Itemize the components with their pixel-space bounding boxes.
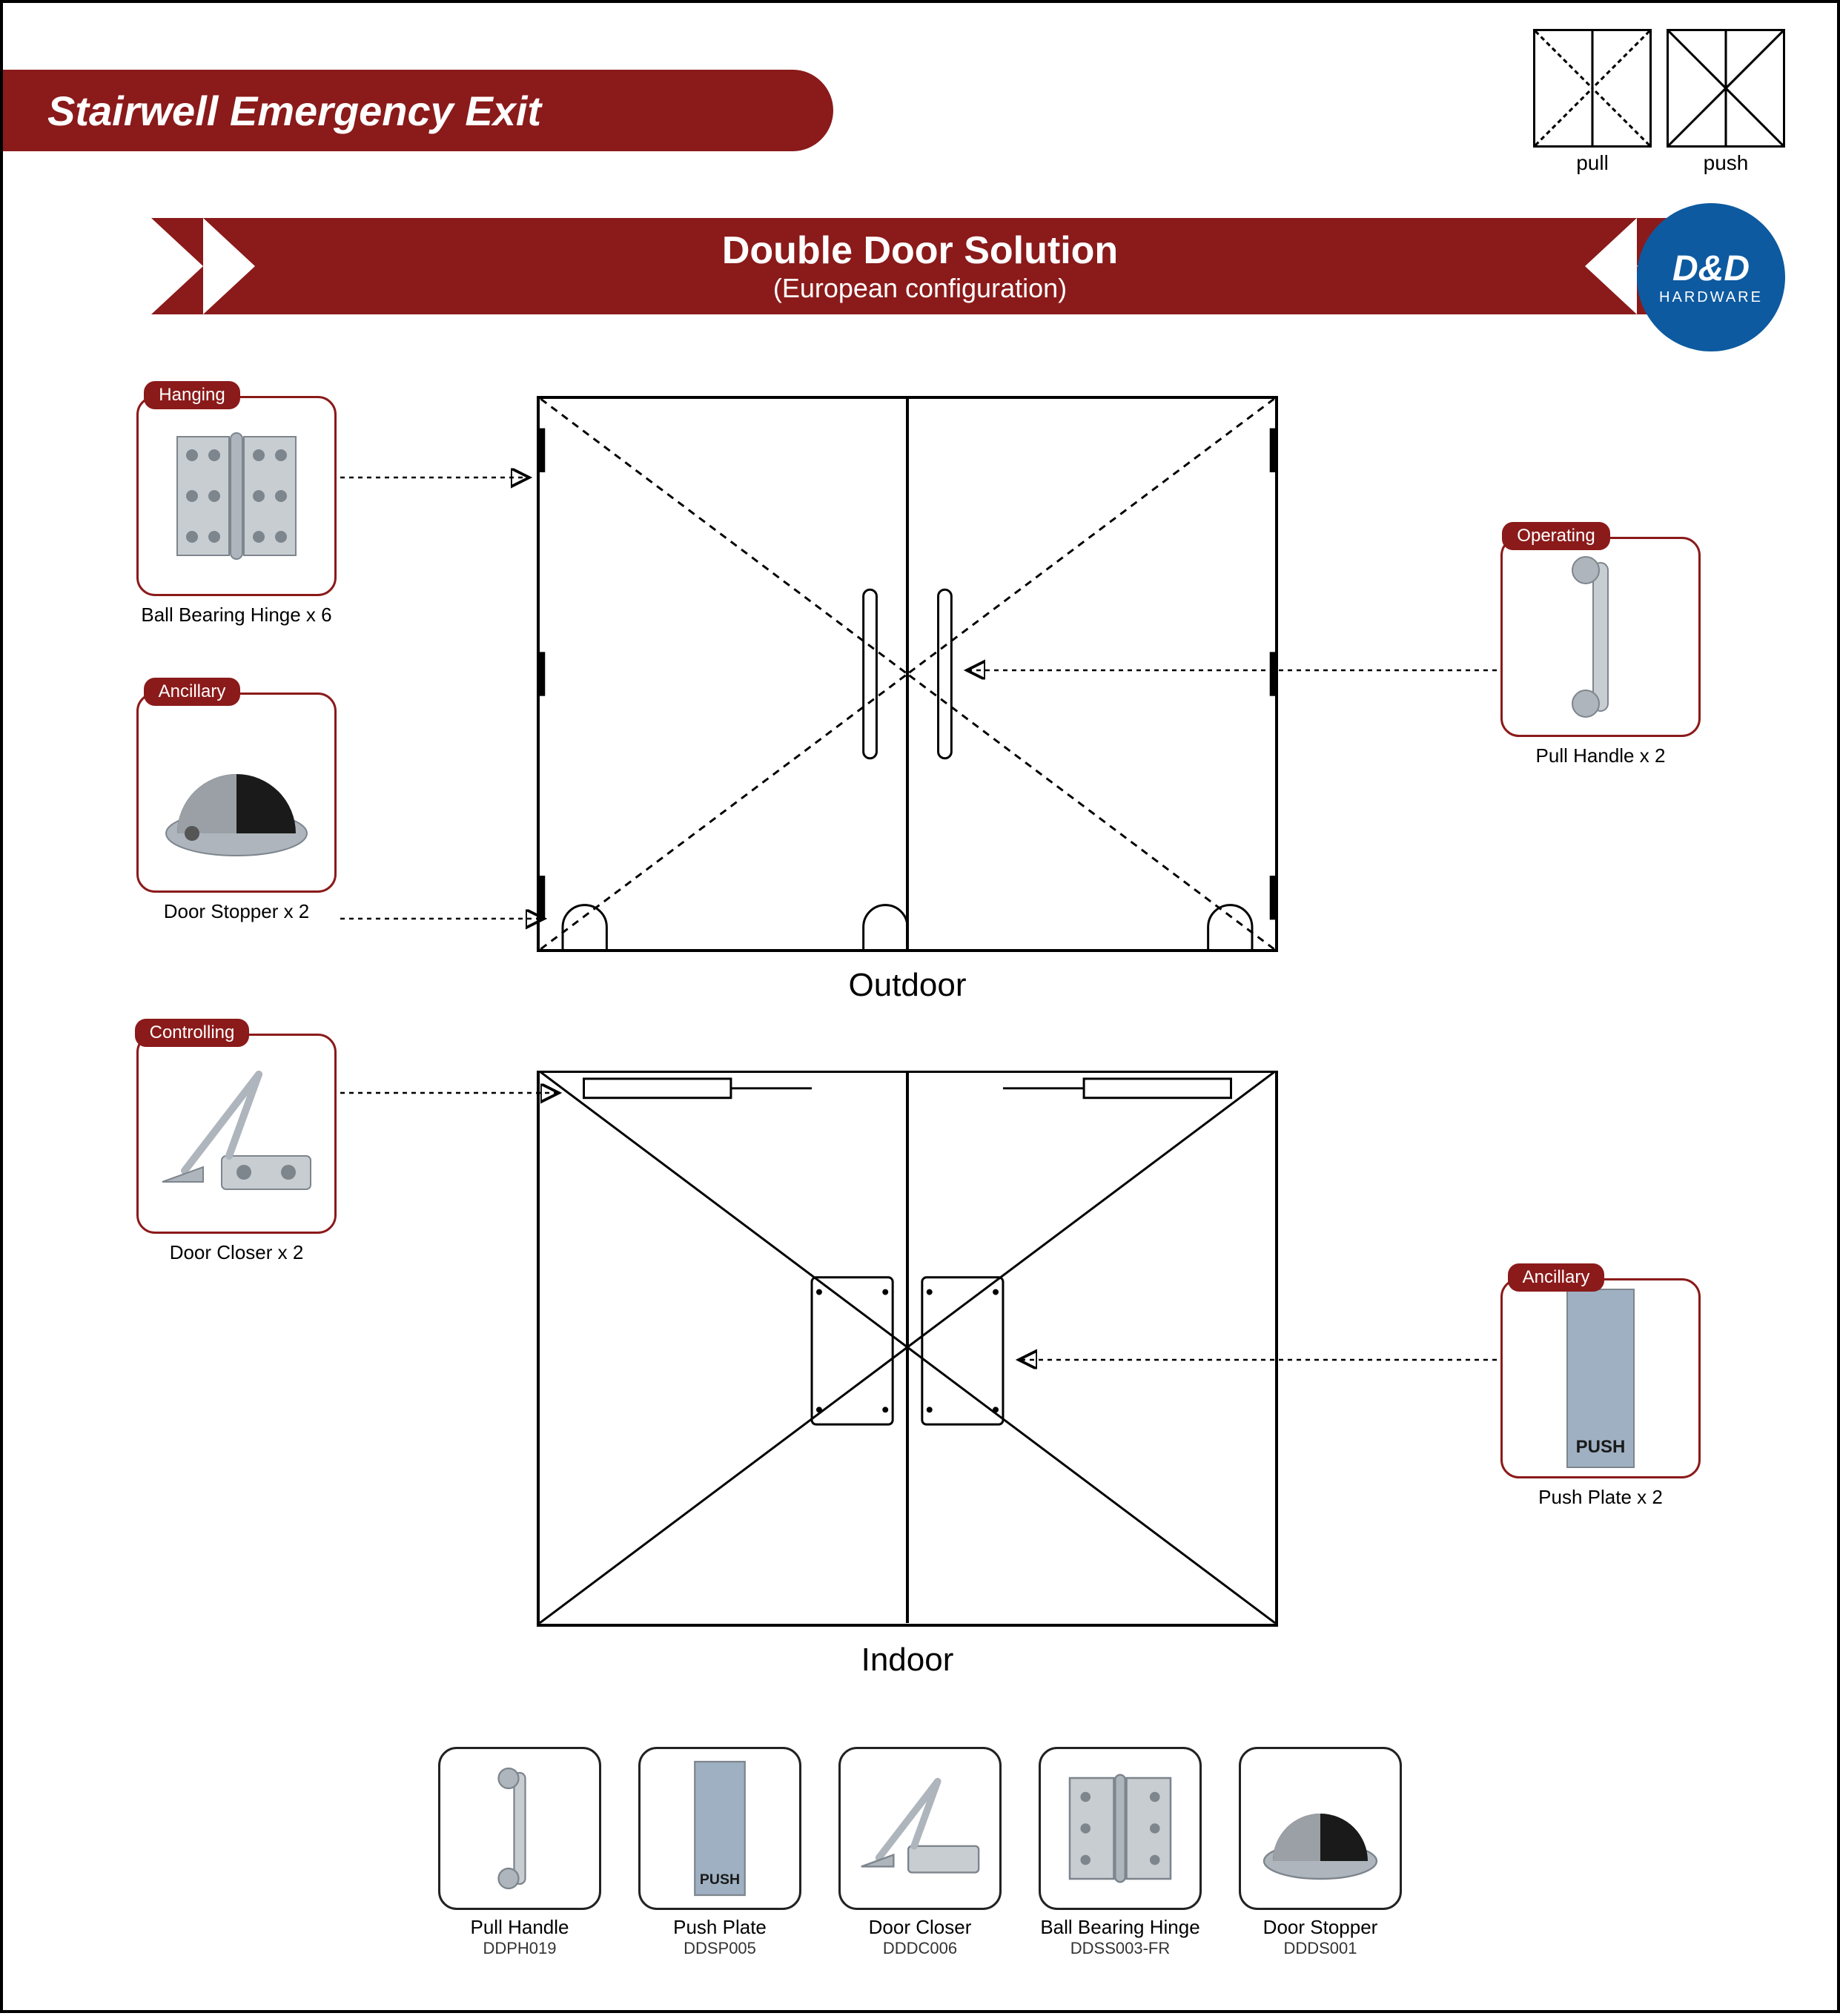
bottom-name-0: Pull Handle [438, 1916, 601, 1939]
push-icon [1669, 31, 1783, 145]
legend-push: push [1667, 29, 1785, 175]
pull-icon [1535, 31, 1649, 145]
ribbon-title: Double Door Solution [203, 228, 1637, 273]
bottom-pull-handle: Pull Handle DDPH019 [438, 1747, 601, 1958]
bottom-code-1: DDSP005 [638, 1939, 801, 1958]
page-title-banner: Stairwell Emergency Exit [3, 70, 833, 151]
bottom-code-0: DDPH019 [438, 1939, 601, 1958]
legend-pull: pull [1533, 29, 1652, 175]
card-ancillary2: Ancillary PUSH Push Plate x 2 [1500, 1263, 1701, 1509]
page: Stairwell Emergency Exit pull [0, 0, 1840, 2013]
card-operating-label: Pull Handle x 2 [1500, 744, 1701, 767]
pull-handle-icon [1556, 548, 1645, 726]
logo-main: D&D [1672, 248, 1750, 289]
card-ancillary2-label: Push Plate x 2 [1500, 1486, 1701, 1509]
door-stopper-icon [155, 718, 318, 867]
door-closer-icon [850, 1769, 990, 1888]
bottom-hinge: Ball Bearing Hinge DDSS003-FR [1039, 1747, 1202, 1958]
bottom-code-4: DDDS001 [1239, 1939, 1402, 1958]
logo-sub: HARDWARE [1659, 289, 1763, 306]
card-controlling-tag: Controlling [135, 1019, 250, 1047]
card-ancillary1: Ancillary Door Stopper x 2 [136, 678, 337, 923]
door-closer-icon [148, 1060, 325, 1208]
outdoor-door-diagram [537, 396, 1278, 952]
hinge-icon [162, 422, 311, 570]
bottom-name-2: Door Closer [838, 1916, 1002, 1939]
door-stopper-icon [1250, 1769, 1391, 1888]
card-ancillary1-label: Door Stopper x 2 [136, 900, 337, 923]
page-title: Stairwell Emergency Exit [47, 87, 541, 135]
bottom-name-1: Push Plate [638, 1916, 801, 1939]
card-hanging: Hanging Ball Bearing Hinge x 6 [136, 381, 337, 627]
outdoor-label: Outdoor [537, 967, 1278, 1004]
bottom-code-2: DDDC006 [838, 1939, 1002, 1958]
card-hanging-tag: Hanging [144, 381, 239, 409]
indoor-label: Indoor [537, 1642, 1278, 1679]
pull-handle-icon [486, 1762, 553, 1895]
push-plate-icon: PUSH [686, 1758, 753, 1899]
hinge-icon [1057, 1765, 1183, 1891]
card-hanging-label: Ball Bearing Hinge x 6 [136, 604, 337, 627]
bottom-code-3: DDSS003-FR [1039, 1939, 1202, 1958]
brand-logo: D&D HARDWARE [1637, 203, 1785, 351]
bottom-door-closer: Door Closer DDDC006 [838, 1747, 1002, 1958]
card-controlling-label: Door Closer x 2 [136, 1241, 337, 1264]
card-operating: Operating Pull Handle x 2 [1500, 522, 1701, 767]
card-operating-tag: Operating [1502, 522, 1609, 550]
card-ancillary2-tag: Ancillary [1508, 1263, 1605, 1292]
svg-text:PUSH: PUSH [700, 1871, 740, 1888]
bottom-door-stopper: Door Stopper DDDS001 [1239, 1747, 1402, 1958]
legend-pull-label: pull [1576, 151, 1609, 175]
ribbon-subtitle: (European configuration) [203, 273, 1637, 304]
bottom-push-plate: PUSH Push Plate DDSP005 [638, 1747, 801, 1958]
push-plate-icon: PUSH [1556, 1286, 1645, 1471]
push-plate-text: PUSH [1576, 1437, 1626, 1457]
bottom-name-3: Ball Bearing Hinge [1039, 1916, 1202, 1939]
legend-push-label: push [1704, 151, 1749, 175]
product-summary-row: Pull Handle DDPH019 PUSH Push Plate DDSP… [3, 1747, 1837, 1958]
legend: pull push [1533, 29, 1785, 175]
card-controlling: Controlling Door Closer x 2 [136, 1019, 337, 1264]
bottom-name-4: Door Stopper [1239, 1916, 1402, 1939]
indoor-door-diagram [537, 1071, 1278, 1627]
ribbon: Double Door Solution (European configura… [151, 218, 1689, 314]
card-ancillary1-tag: Ancillary [144, 678, 241, 706]
